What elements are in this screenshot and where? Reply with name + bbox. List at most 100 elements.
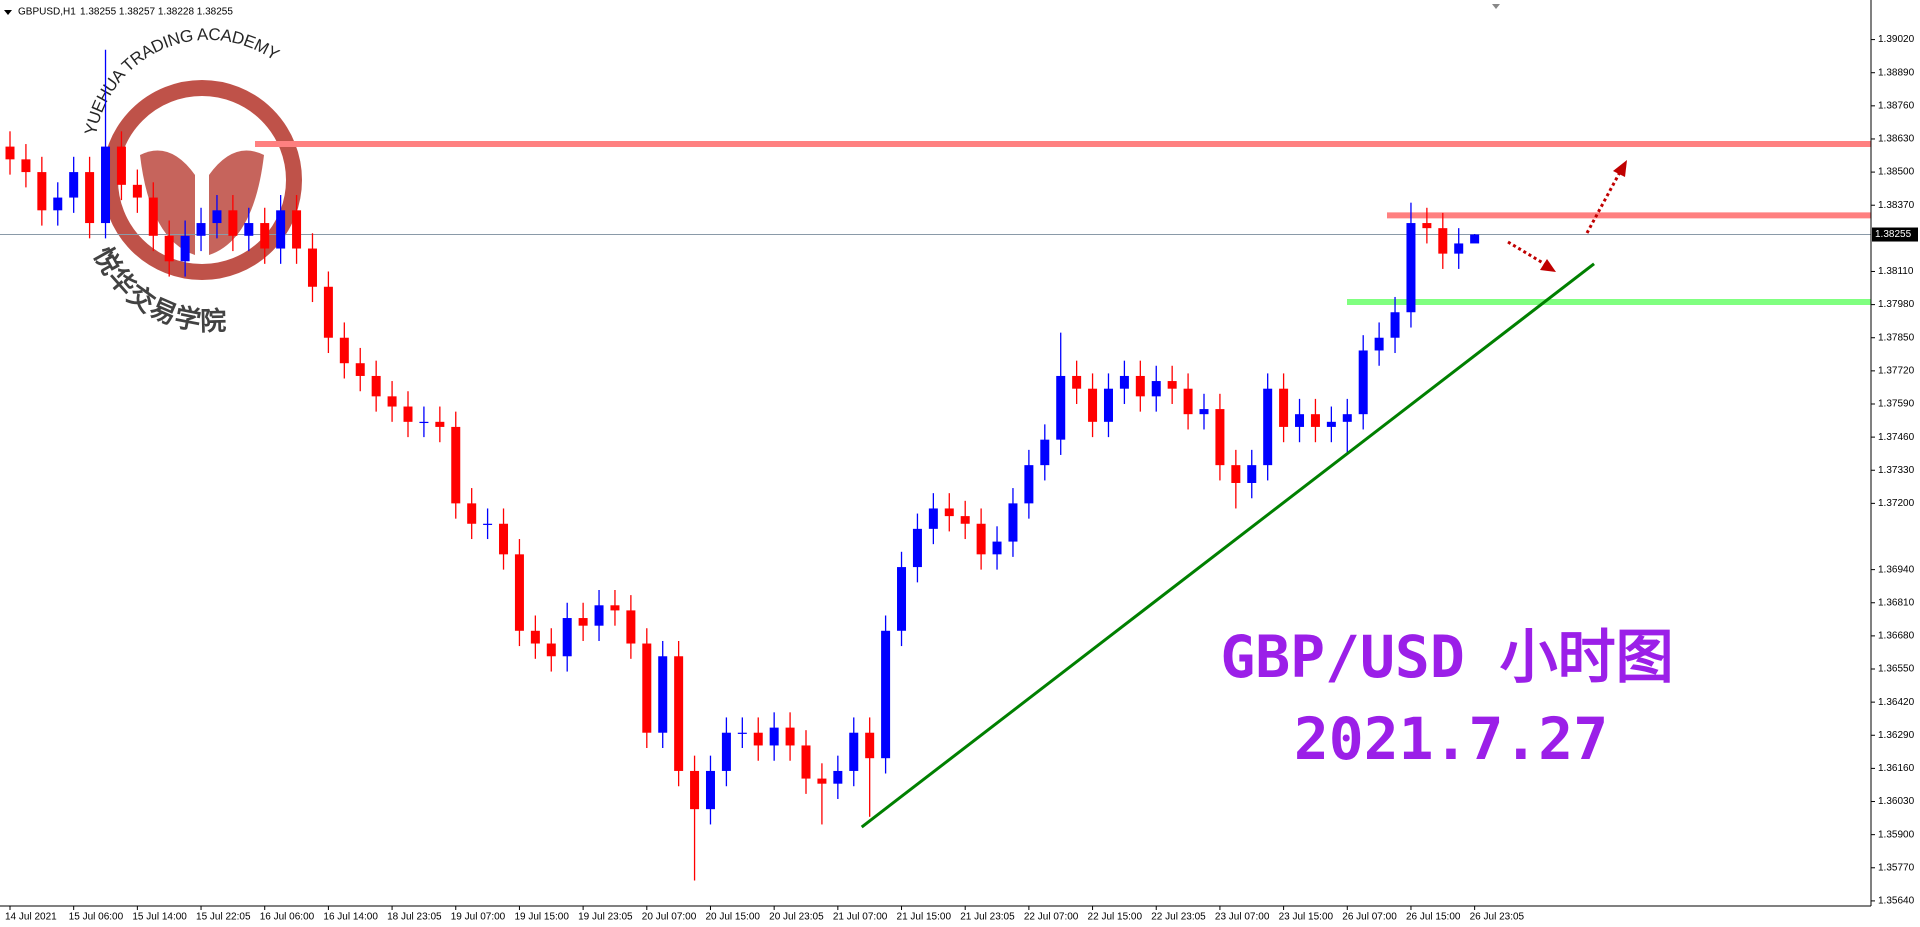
logo-leaf <box>209 150 264 255</box>
y-tick-label: 1.36290 <box>1878 730 1915 741</box>
candle-body <box>658 656 668 733</box>
candle-body <box>721 732 731 771</box>
x-tick-label: 19 Jul 15:00 <box>514 912 569 923</box>
trendline <box>860 262 1595 829</box>
arrow-head <box>1613 160 1627 177</box>
y-tick-label: 1.37980 <box>1878 299 1915 310</box>
candle-body <box>1231 465 1241 483</box>
candle-body <box>451 426 461 504</box>
candle-body <box>212 210 222 224</box>
candle-body <box>1088 388 1098 422</box>
candle-body <box>1072 375 1082 389</box>
candle-body <box>976 523 986 555</box>
candle-body <box>164 235 174 262</box>
x-tick-label: 19 Jul 07:00 <box>451 912 506 923</box>
candle-body <box>355 363 365 376</box>
candle-body <box>705 770 715 810</box>
candle-body <box>1263 388 1273 466</box>
y-tick-label: 1.38630 <box>1878 134 1915 145</box>
candle-body <box>1135 375 1145 397</box>
candle-body <box>1342 414 1352 422</box>
candle-body <box>69 172 79 198</box>
x-tick-label: 15 Jul 06:00 <box>69 912 124 923</box>
menu-arrow <box>4 10 12 15</box>
candle-body <box>546 643 556 657</box>
arrow-head <box>1540 259 1556 272</box>
x-tick-label: 22 Jul 07:00 <box>1024 912 1079 923</box>
current-price-label: 1.38255 <box>1875 229 1912 240</box>
candle-body <box>960 516 970 524</box>
candle-body <box>928 508 938 529</box>
candle-body <box>1024 465 1034 504</box>
x-tick-label: 16 Jul 06:00 <box>260 912 315 923</box>
y-tick-label: 1.38370 <box>1878 200 1915 211</box>
y-tick-label: 1.38890 <box>1878 67 1915 78</box>
candle-body <box>116 146 126 185</box>
candle-body <box>1103 388 1113 422</box>
y-tick-label: 1.38760 <box>1878 100 1915 111</box>
candle-body <box>307 248 317 287</box>
candle-body <box>1247 465 1257 483</box>
y-tick-label: 1.36420 <box>1878 697 1915 708</box>
x-tick-label: 16 Jul 14:00 <box>323 912 378 923</box>
y-tick-label: 1.36680 <box>1878 631 1915 642</box>
candle-body <box>1454 243 1464 254</box>
candle-body <box>801 745 811 779</box>
candle-body <box>196 223 206 236</box>
candle-body <box>371 375 381 397</box>
candle-body <box>562 618 572 657</box>
x-tick-label: 20 Jul 23:05 <box>769 912 824 923</box>
x-tick-label: 20 Jul 07:00 <box>642 912 697 923</box>
y-tick-label: 1.36550 <box>1878 664 1915 675</box>
candle-body <box>674 656 684 771</box>
x-tick-label: 15 Jul 14:00 <box>132 912 187 923</box>
candle-body <box>865 732 875 759</box>
candle-body <box>897 567 907 631</box>
candle-body <box>53 197 63 211</box>
candle-body <box>467 503 477 524</box>
candle-body <box>690 770 700 810</box>
y-tick-label: 1.37200 <box>1878 498 1915 509</box>
candle-body <box>1358 350 1368 415</box>
candle-body <box>435 421 445 427</box>
candle-body <box>403 406 413 422</box>
x-tick-label: 26 Jul 07:00 <box>1342 912 1397 923</box>
candle-body <box>323 286 333 338</box>
candle-body <box>1167 381 1177 389</box>
candle-body <box>578 618 588 626</box>
candle-body <box>483 523 493 525</box>
candle-body <box>260 223 270 249</box>
x-tick-label: 23 Jul 15:00 <box>1279 912 1334 923</box>
x-tick-label: 26 Jul 23:05 <box>1470 912 1525 923</box>
candle-body <box>817 778 827 784</box>
candle-body <box>1326 421 1336 427</box>
y-tick-label: 1.36030 <box>1878 796 1915 807</box>
candle-body <box>992 541 1002 555</box>
scroll-marker <box>1492 4 1500 9</box>
candle-body <box>594 605 604 626</box>
candle-body <box>881 630 891 759</box>
y-tick-label: 1.39020 <box>1878 34 1915 45</box>
y-tick-label: 1.37720 <box>1878 365 1915 376</box>
y-tick-label: 1.38500 <box>1878 167 1915 178</box>
annotation-title: GBP/USD 小时图 <box>1220 623 1673 691</box>
candle-body <box>944 508 954 517</box>
y-tick-label: 1.37460 <box>1878 432 1915 443</box>
candle-body <box>1119 375 1129 389</box>
candle-body <box>912 528 922 568</box>
candle-body <box>1008 503 1018 542</box>
candle-body <box>785 727 795 746</box>
candle-body <box>1406 223 1416 313</box>
candle-body <box>642 643 652 733</box>
y-tick-label: 1.36940 <box>1878 564 1915 575</box>
candle-body <box>419 421 429 424</box>
candle-body <box>5 146 15 160</box>
candle-body <box>849 732 859 771</box>
candle-body <box>85 172 95 224</box>
candle-body <box>1056 375 1066 440</box>
y-tick-label: 1.38110 <box>1878 266 1914 277</box>
candle-body <box>148 197 158 236</box>
x-tick-label: 21 Jul 15:00 <box>897 912 952 923</box>
